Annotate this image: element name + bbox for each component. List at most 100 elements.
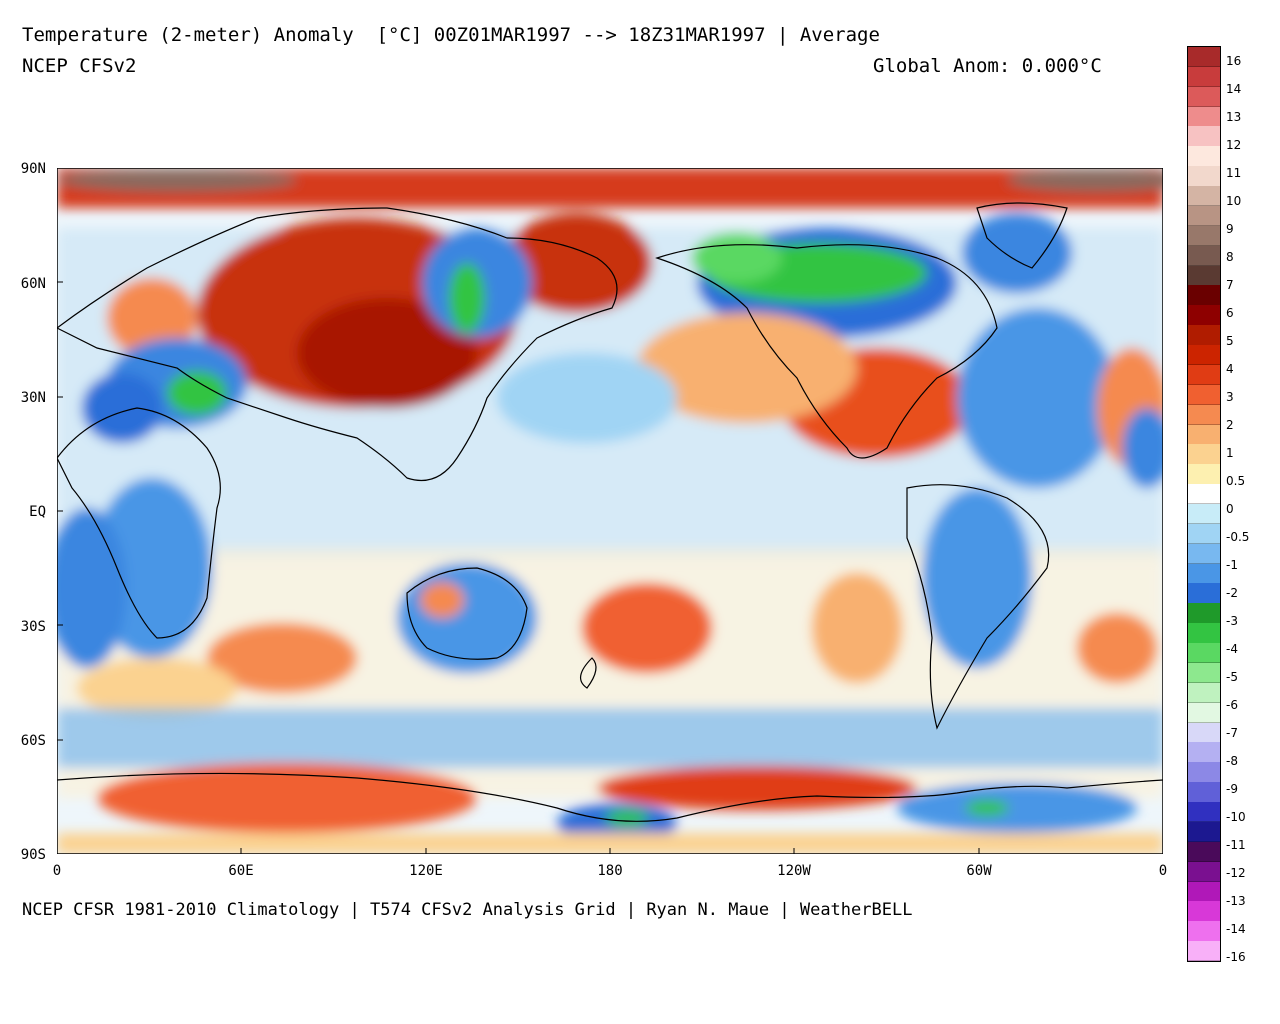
lat-label: 90S [20, 847, 46, 863]
colorbar-label: 16 [1226, 54, 1242, 68]
colorbar-swatch [1188, 404, 1220, 425]
global-anomaly-value: Global Anom: 0.000°C [873, 55, 1102, 77]
colorbar-label: 11 [1226, 166, 1242, 180]
colorbar-label: -11 [1226, 838, 1246, 852]
lat-label: 60S [20, 733, 46, 749]
colorbar-label: 1 [1226, 446, 1234, 460]
colorbar-swatch [1188, 742, 1220, 763]
colorbar-swatch [1188, 86, 1220, 108]
colorbar-swatch [1188, 66, 1220, 88]
colorbar-label: 14 [1226, 82, 1242, 96]
colorbar-swatch [1188, 285, 1220, 306]
colorbar-swatch [1188, 484, 1220, 505]
coastlines [57, 202, 1163, 822]
colorbar-swatch [1188, 126, 1220, 147]
lat-label: EQ [29, 504, 46, 520]
colorbar-swatch [1188, 623, 1220, 644]
lon-label: 60E [228, 863, 254, 879]
colorbar-label: 8 [1226, 250, 1234, 264]
lat-label: 90N [20, 161, 46, 177]
chart-title: Temperature (2-meter) Anomaly [°C] 00Z01… [22, 24, 880, 46]
colorbar-label: -0.5 [1226, 530, 1250, 544]
colorbar-swatch [1188, 504, 1220, 525]
colorbar-swatch [1188, 444, 1220, 465]
colorbar-label: -3 [1226, 614, 1238, 628]
colorbar-label: -6 [1226, 698, 1238, 712]
footer-credit: NCEP CFSR 1981-2010 Climatology | T574 C… [22, 900, 913, 920]
colorbar-label: 5 [1226, 334, 1234, 348]
lon-label: 0 [1158, 863, 1168, 879]
lat-label: 30S [20, 619, 46, 635]
colorbar-label: 12 [1226, 138, 1242, 152]
colorbar-swatch [1188, 325, 1220, 346]
map-tick-marks [57, 281, 980, 854]
colorbar-swatch [1188, 662, 1220, 684]
lat-label: 60N [20, 276, 46, 292]
colorbar-swatch [1188, 543, 1220, 565]
colorbar-swatch [1188, 762, 1220, 783]
colorbar-swatch [1188, 563, 1220, 584]
colorbar-label: 6 [1226, 306, 1234, 320]
colorbar-label: -8 [1226, 754, 1238, 768]
colorbar [1187, 46, 1221, 962]
colorbar-label: 3 [1226, 390, 1234, 404]
colorbar-label: 7 [1226, 278, 1234, 292]
colorbar-label: 9 [1226, 222, 1234, 236]
colorbar-swatch [1188, 205, 1220, 227]
colorbar-swatch [1188, 225, 1220, 247]
colorbar-swatch [1188, 802, 1220, 823]
colorbar-label: -1 [1226, 558, 1238, 572]
anomaly-map [57, 168, 1163, 854]
lon-label: 120E [409, 863, 443, 879]
colorbar-swatch [1188, 424, 1220, 445]
colorbar-label: 4 [1226, 362, 1234, 376]
colorbar-swatch [1188, 722, 1220, 743]
colorbar-swatch [1188, 702, 1220, 724]
colorbar-swatch [1188, 106, 1220, 127]
colorbar-swatch [1188, 245, 1220, 267]
colorbar-label: -14 [1226, 922, 1246, 936]
colorbar-swatch [1188, 921, 1220, 942]
lon-label: 60W [966, 863, 992, 879]
colorbar-swatch [1188, 821, 1220, 843]
colorbar-label: -4 [1226, 642, 1238, 656]
colorbar-swatch [1188, 186, 1220, 207]
colorbar-label: 0 [1226, 502, 1234, 516]
colorbar-swatch [1188, 682, 1220, 704]
colorbar-swatch [1188, 782, 1220, 803]
colorbar-label: 0.5 [1226, 474, 1246, 488]
colorbar-swatch [1188, 47, 1220, 68]
colorbar-swatch [1188, 901, 1220, 922]
colorbar-label: 13 [1226, 110, 1242, 124]
colorbar-label: -9 [1226, 782, 1238, 796]
colorbar-label: -2 [1226, 586, 1238, 600]
colorbar-label: 10 [1226, 194, 1242, 208]
lon-label: 0 [52, 863, 62, 879]
colorbar-label: -7 [1226, 726, 1238, 740]
colorbar-swatch [1188, 384, 1220, 406]
colorbar-swatch [1188, 881, 1220, 902]
colorbar-swatch [1188, 146, 1220, 167]
colorbar-label: 2 [1226, 418, 1234, 432]
colorbar-swatch [1188, 643, 1220, 664]
colorbar-swatch [1188, 941, 1220, 962]
lat-label: 30N [20, 390, 46, 406]
colorbar-label: -12 [1226, 866, 1246, 880]
colorbar-swatch [1188, 523, 1220, 545]
lon-label: 120W [777, 863, 811, 879]
colorbar-swatch [1188, 265, 1220, 286]
model-name: NCEP CFSv2 [22, 55, 137, 77]
colorbar-label: -5 [1226, 670, 1238, 684]
colorbar-label: -13 [1226, 894, 1246, 908]
colorbar-swatch [1188, 345, 1220, 366]
anomaly-field [57, 168, 1163, 854]
colorbar-swatch [1188, 583, 1220, 604]
colorbar-swatch [1188, 603, 1220, 624]
colorbar-label: -10 [1226, 810, 1246, 824]
colorbar-swatch [1188, 305, 1220, 326]
colorbar-label: -16 [1226, 950, 1246, 964]
colorbar-swatch [1188, 166, 1220, 187]
colorbar-swatch [1188, 464, 1220, 485]
colorbar-swatch [1188, 364, 1220, 386]
colorbar-swatch [1188, 841, 1220, 863]
